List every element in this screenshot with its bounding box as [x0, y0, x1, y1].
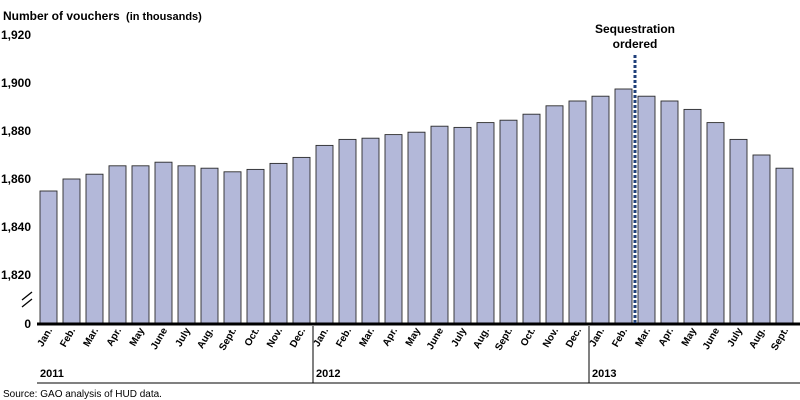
x-tick-label: Nov. — [265, 326, 285, 350]
x-tick-label: June — [425, 326, 446, 352]
year-label: 2012 — [316, 368, 340, 380]
bar — [476, 122, 495, 325]
x-tick-label: Sept. — [217, 326, 239, 353]
x-tick-label: July — [174, 326, 194, 349]
x-tick-label: Feb. — [334, 326, 354, 349]
bar — [430, 125, 449, 325]
bar — [522, 113, 541, 325]
x-tick-label: June — [149, 326, 170, 352]
y-ticks-group: 1,920 1,900 1,880 1,860 1,840 1,820 0 — [1, 28, 31, 331]
x-tick-label: Apr. — [381, 326, 400, 349]
bar — [62, 178, 81, 325]
bar — [729, 138, 748, 325]
bar — [384, 134, 403, 325]
year-labels-group: 2011 2012 2013 — [40, 326, 616, 383]
x-tick-label: Jan. — [36, 326, 56, 349]
x-tick-label: Aug. — [195, 326, 216, 351]
x-tick-label: Jan. — [588, 326, 608, 349]
x-tick-label: Nov. — [541, 326, 561, 350]
bar — [361, 137, 380, 325]
x-tick-label: Feb. — [610, 326, 630, 349]
year-label: 2013 — [592, 368, 616, 380]
x-tick-label: Oct. — [519, 326, 538, 349]
bar — [752, 154, 771, 325]
year-label: 2011 — [40, 368, 64, 380]
bar — [200, 167, 219, 325]
y-tick-label: 1,900 — [1, 76, 31, 90]
sequestration-label-line1: Sequestration — [595, 22, 675, 36]
bar — [683, 108, 702, 325]
bar — [154, 161, 173, 325]
x-tick-label: Mar. — [358, 326, 378, 349]
x-tick-label: Apr. — [105, 326, 124, 349]
y-tick-label: 1,920 — [1, 28, 31, 42]
x-tick-label: Oct. — [243, 326, 262, 349]
y-tick-label: 1,880 — [1, 124, 31, 138]
y-tick-label: 1,860 — [1, 172, 31, 186]
x-tick-label: Mar. — [634, 326, 654, 349]
bar — [177, 165, 196, 325]
bar — [706, 122, 725, 325]
bar — [660, 100, 679, 325]
bar — [223, 171, 242, 325]
x-tick-label: May — [128, 326, 147, 349]
x-tick-label: July — [726, 326, 746, 349]
y-tick-label: 1,840 — [1, 220, 31, 234]
bar — [246, 168, 265, 325]
sequestration-label-line2: ordered — [613, 37, 658, 51]
x-tick-label: Apr. — [657, 326, 676, 349]
bar — [545, 105, 564, 325]
x-tick-label: Dec. — [288, 326, 308, 350]
bar — [499, 119, 518, 325]
bar — [315, 144, 334, 325]
x-tick-label: Feb. — [58, 326, 78, 349]
x-tick-label: May — [680, 326, 699, 349]
axis-break-icon — [21, 291, 33, 308]
y-axis-title: Number of vouchers (in thousands) — [3, 9, 202, 23]
x-tick-label: Sept. — [769, 326, 791, 353]
x-tick-label: Dec. — [564, 326, 584, 350]
bar — [85, 173, 104, 325]
bar — [407, 131, 426, 325]
x-tick-label: Aug. — [471, 326, 492, 351]
bar — [614, 88, 633, 325]
x-tick-label: Jan. — [312, 326, 332, 349]
x-tick-label: Sept. — [493, 326, 515, 353]
bar — [292, 156, 311, 325]
bar — [775, 167, 794, 325]
bar — [568, 100, 587, 325]
bar — [108, 165, 127, 325]
bar — [338, 138, 357, 325]
bar — [453, 126, 472, 325]
x-ticks-group: Jan. Feb. Mar. Apr. May June July Aug. Sept. Oct.… — [36, 326, 792, 353]
bar — [39, 190, 58, 325]
bars-group — [39, 88, 794, 325]
x-tick-label: July — [450, 326, 470, 349]
x-tick-label: May — [404, 326, 423, 349]
bar — [269, 162, 288, 325]
bar — [637, 95, 656, 325]
x-tick-label: Mar. — [82, 326, 102, 349]
y-tick-label: 0 — [24, 317, 31, 331]
source-note: Source: GAO analysis of HUD data. — [3, 389, 162, 400]
x-tick-label: Aug. — [747, 326, 768, 351]
bar — [131, 165, 150, 325]
y-tick-label: 1,820 — [1, 268, 31, 282]
x-tick-label: June — [701, 326, 722, 352]
bar — [591, 95, 610, 325]
